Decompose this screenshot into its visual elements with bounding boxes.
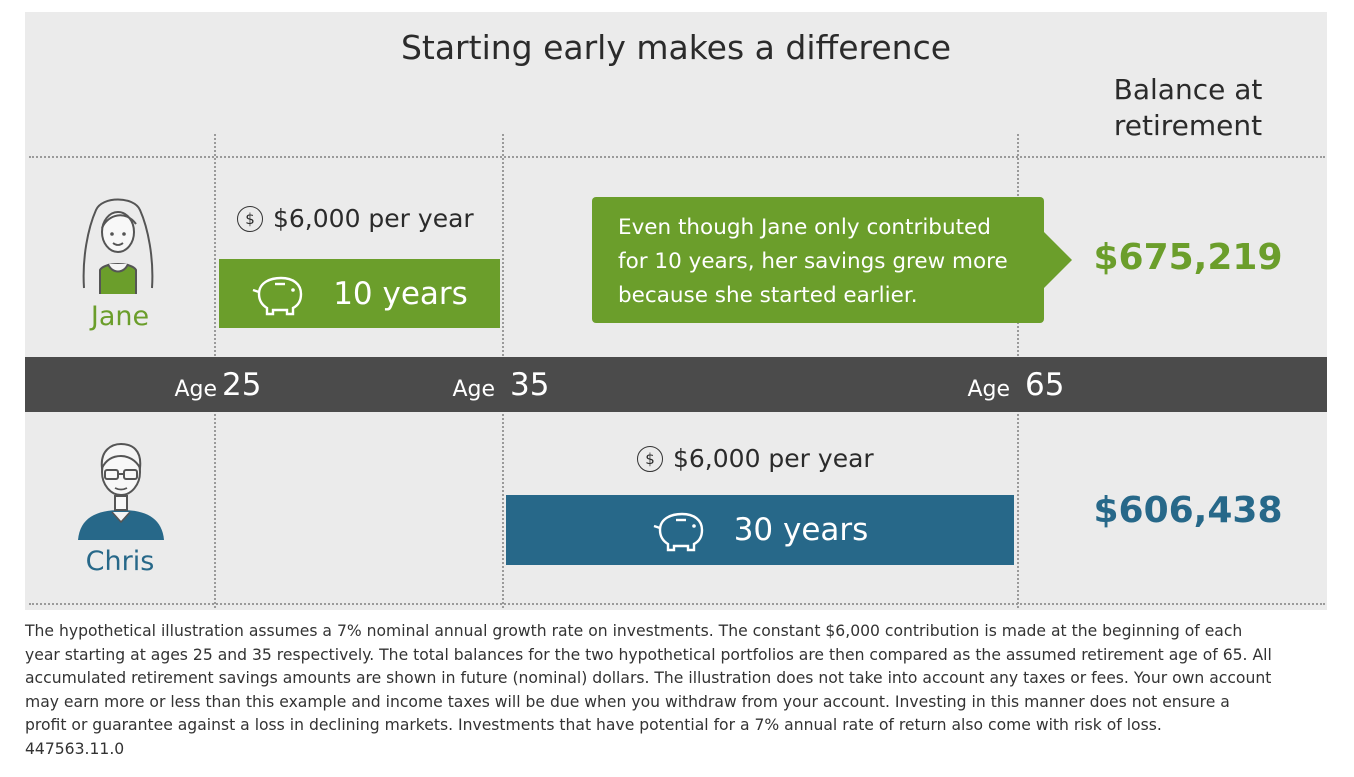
disclaimer-footnote: The hypothetical illustration assumes a … bbox=[25, 620, 1325, 761]
footnote-line-2: year starting at ages 25 and 35 respecti… bbox=[25, 645, 1272, 664]
callout-line-3: because she started earlier. bbox=[618, 283, 918, 308]
balance-header-line-2: retirement bbox=[1113, 109, 1263, 142]
callout-pointer bbox=[1042, 230, 1072, 290]
dollar-coin-icon: $ bbox=[237, 205, 263, 232]
infographic-title: Starting early makes a difference bbox=[400, 28, 952, 67]
chris-balance: $606,438 bbox=[1093, 490, 1283, 531]
footnote-line-1: The hypothetical illustration assumes a … bbox=[25, 622, 1243, 640]
jane-balance: $675,219 bbox=[1093, 237, 1283, 278]
jane-duration-label: 10 years bbox=[333, 275, 468, 312]
footnote-line-4: may earn more or less than this example … bbox=[25, 692, 1230, 711]
age-65-word: Age bbox=[967, 376, 1010, 402]
age-35-number: 35 bbox=[510, 366, 550, 403]
footnote-code: 447563.11.0 bbox=[25, 739, 125, 758]
age-timeline-band bbox=[25, 357, 1327, 412]
jane-duration-bar: 10 years bbox=[219, 259, 500, 328]
age-25-word: Age bbox=[174, 376, 217, 402]
age-25-number: 25 bbox=[222, 366, 262, 403]
dollar-coin-icon: $ bbox=[637, 445, 663, 472]
man-avatar-icon bbox=[78, 438, 164, 546]
woman-avatar-icon bbox=[78, 188, 158, 302]
chris-duration-label: 30 years bbox=[733, 512, 869, 548]
footnote-line-5: profit or guarantee against a loss in de… bbox=[25, 716, 1162, 734]
footnote-line-3: accumulated retirement savings amounts a… bbox=[25, 669, 1272, 687]
piggy-bank-icon bbox=[652, 508, 734, 552]
chris-contribution-label: $6,000 per year bbox=[673, 444, 874, 473]
age-35-word: Age bbox=[452, 376, 495, 402]
jane-name: Jane bbox=[90, 301, 150, 332]
jane-contribution-label: $6,000 per year bbox=[273, 204, 474, 233]
callout-line-1: Even though Jane only contributed bbox=[618, 215, 991, 240]
bottom-divider bbox=[29, 603, 1325, 605]
top-divider bbox=[29, 156, 1325, 158]
jane-contribution: $ $6,000 per year bbox=[237, 204, 474, 233]
balance-header-line-1: Balance at bbox=[1113, 73, 1263, 106]
age-65-number: 65 bbox=[1025, 366, 1065, 403]
balance-header: Balance at retirement bbox=[1068, 72, 1308, 144]
piggy-bank-icon bbox=[251, 272, 333, 316]
jane-callout: Even though Jane only contributed for 10… bbox=[592, 197, 1044, 323]
callout-line-2: for 10 years, her savings grew more bbox=[618, 249, 1008, 274]
chris-duration-bar: 30 years bbox=[506, 495, 1014, 565]
chris-name: Chris bbox=[85, 546, 155, 577]
chris-contribution: $ $6,000 per year bbox=[637, 444, 874, 473]
